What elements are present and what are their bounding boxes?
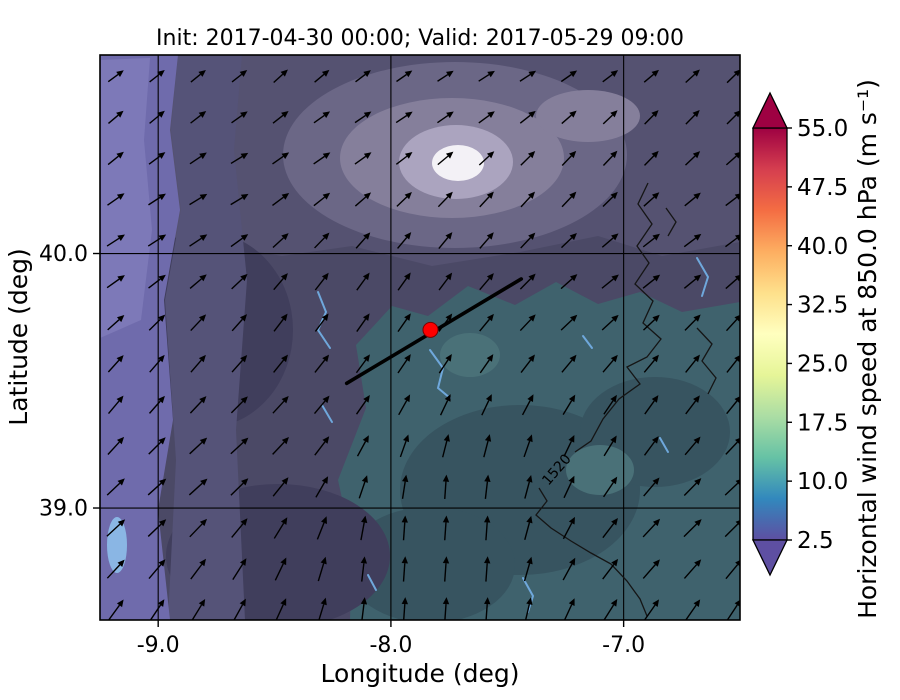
colorbar-tick-label: 32.5 bbox=[797, 293, 848, 319]
y-tick-label: 39.0 bbox=[39, 497, 88, 522]
colorbar-tick-label: 2.5 bbox=[797, 528, 834, 554]
colorbar-body bbox=[752, 127, 788, 541]
colorbar-tick-label: 40.0 bbox=[797, 234, 848, 260]
x-tick-label: -9.0 bbox=[137, 633, 180, 658]
x-tick-label: -7.0 bbox=[602, 633, 645, 658]
colorbar: 55.0 47.5 40.0 32.5 25.0 17.5 10.0 2.5 Horizont… bbox=[751, 79, 882, 619]
colorbar-tick-label: 55.0 bbox=[797, 116, 848, 142]
wind-quiver-arrows bbox=[106, 69, 740, 620]
colorbar-label: Horizontal wind speed at 850.0 hPa (m s⁻… bbox=[853, 79, 882, 619]
speed-field-fill bbox=[100, 55, 740, 620]
colorbar-tick-label: 17.5 bbox=[797, 410, 848, 436]
colorbar-tick-label: 25.0 bbox=[797, 351, 848, 377]
x-tick-label: -8.0 bbox=[369, 633, 412, 658]
x-axis-label: Longitude (deg) bbox=[321, 659, 520, 688]
colorbar-over-arrow bbox=[751, 91, 789, 129]
location-marker bbox=[422, 321, 439, 338]
colorbar-tick-label: 10.0 bbox=[797, 469, 848, 495]
y-tick-label: 40.0 bbox=[39, 242, 88, 267]
plot-border bbox=[99, 54, 741, 621]
colorbar-ticks: 55.0 47.5 40.0 32.5 25.0 17.5 10.0 2.5 bbox=[787, 116, 848, 554]
map-field-layer: 1520 bbox=[100, 55, 740, 620]
colorbar-tick-label: 47.5 bbox=[797, 175, 848, 201]
y-axis-label: Latitude (deg) bbox=[4, 248, 33, 425]
colorbar-under-arrow bbox=[751, 539, 789, 577]
plot-title: Init: 2017-04-30 00:00; Valid: 2017-05-2… bbox=[156, 26, 684, 51]
gridlines bbox=[100, 55, 740, 620]
axes-layer: -9.0 -8.0 -7.0 40.0 39.0 bbox=[39, 242, 645, 658]
